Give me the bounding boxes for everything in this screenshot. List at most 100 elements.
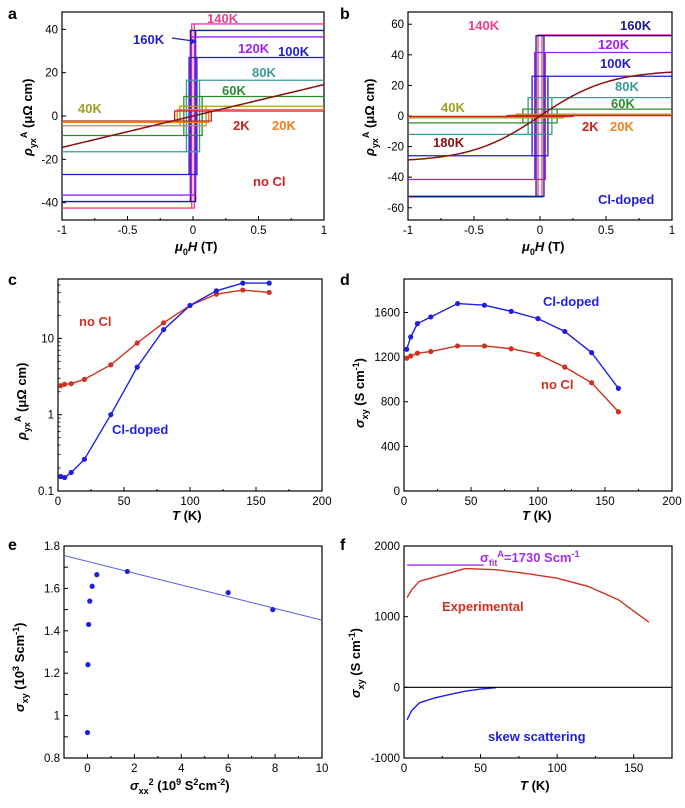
loop-b-160K [408,35,672,197]
annotation-a-5: 60K [222,83,246,98]
point-d-0-1 [408,334,414,340]
y-axis-label-e: σxy (103 Scm-1) [11,622,30,712]
point-e-7 [225,590,231,596]
point-c-1-5 [134,364,140,370]
x-tick-label-a-3: 0.5 [251,225,267,237]
x-tick-label-d-1: 50 [465,496,478,508]
annotation-a-0: 140K [207,11,239,26]
panel-a-hysteresis-no-cl: -1 -0.5 0 0.5 1 -40 -20 0 20 40 140K 160K 120K 100K80… [19,11,327,257]
arrow-line-160k [171,37,194,42]
x-axis-label-c: T (K) [172,508,202,523]
x-tick-label-c-3: 150 [246,496,265,508]
x-tick-label-d-3: 150 [595,496,614,508]
point-e-8 [270,607,276,613]
x-tick-label-c-1: 50 [118,496,131,508]
point-c-1-2 [68,469,74,476]
series-line-d-1 [406,345,619,413]
point-c-0-10 [266,289,272,296]
point-c-0-4 [108,362,114,368]
y-tick-label-e-6: 1.4 [44,626,61,638]
annotation-c-0: no Cl [79,314,112,329]
point-d-0-3 [428,314,434,320]
point-c-1-6 [161,327,167,333]
point-e-5 [94,572,100,578]
point-e-4 [89,583,95,589]
point-d-1-9 [589,380,595,386]
point-d-1-7 [535,351,541,357]
y-tick-label-e-2: 1 [54,711,60,723]
x-tick-label-e-2: 4 [178,763,185,775]
point-d-0-6 [508,308,514,314]
curve-a [62,83,324,149]
x-tick-label-b-4: 1 [669,225,675,237]
panel-label-e: e [8,537,17,554]
point-e-3 [87,598,93,604]
y-tick-label-c-0: 0.1 [38,486,54,498]
y-axis-label-b: ρyxA (μΩ cm) [361,79,380,157]
y-tick-label-b-1: -40 [387,172,404,184]
annotation-b-4: 80K [615,79,639,94]
panel-b-hysteresis-cl-doped: -1 -0.5 0 0.5 1 -60 -40 -20 0 20 40 60 140K 160K 120K 1… [361,11,675,257]
point-c-1-10 [266,280,272,286]
y-tick-label-e-8: 1.6 [44,583,60,595]
x-tick-label-c-4: 200 [312,496,331,508]
y-tick-label-d-4: 1600 [374,307,400,319]
x-tick-label-a-2: 0 [190,225,196,237]
curve-b [408,71,672,161]
annotation-a-9: no Cl [253,174,286,189]
x-tick-label-b-3: 0.5 [598,225,614,237]
y-tick-label-b-3: 0 [398,111,404,123]
x-tick-label-b-2: 0 [537,225,543,237]
y-tick-label-d-0: 0 [394,486,400,498]
plot-frame-f [403,545,673,759]
x-tick-label-c-2: 100 [180,496,199,508]
annotation-b-5: 60K [611,96,635,111]
panel-c-rho-vs-temperature: 0 50 100 150 200 0.1 1 10 no Cl Cl-doped T (K) ρyxA… [13,278,332,523]
annotation-a-8: 20K [272,118,296,133]
y-tick-label-c-1: 1 [48,410,54,422]
x-tick-label-e-1: 2 [131,763,137,775]
annotation-a-2: 120K [238,41,270,56]
point-c-1-0 [58,473,64,480]
loop-b-120K [408,51,672,181]
x-tick-label-f-2: 100 [548,763,567,775]
x-tick-label-f-1: 50 [474,763,487,775]
annotation-f-2: skew scattering [488,729,586,744]
point-d-1-1 [408,353,414,359]
x-tick-label-f-0: 0 [401,763,407,775]
series-line-f-0 [406,567,650,623]
x-tick-label-f-3: 150 [624,763,643,775]
point-c-1-3 [81,456,87,462]
point-d-1-6 [508,346,514,352]
loop-b-140K [408,34,672,198]
point-c-0-1 [62,381,68,387]
annotation-b-3: 100K [600,56,632,71]
loop-b-2K [408,114,672,118]
panel-label-a: a [8,6,17,23]
point-c-1-4 [108,412,114,418]
annotation-b-9: 20K [610,119,634,134]
y-tick-label-a-2: 0 [52,111,58,123]
point-d-1-8 [562,364,568,370]
loop-b-60K [408,108,672,124]
annotation-d-0: Cl-doped [543,294,599,309]
annotation-b-8: 2K [582,119,599,134]
annotation-d-1: no Cl [541,377,574,392]
series-line-f-1 [406,686,496,721]
y-axis-label-c: ρyxA (μΩ cm) [13,363,32,441]
series-line-c-0 [60,289,270,387]
point-d-1-4 [455,343,461,349]
y-tick-label-e-10: 1.8 [44,541,60,553]
annotation-f-1: Experimental [442,599,524,614]
point-c-0-9 [240,287,246,293]
point-c-0-6 [161,320,167,326]
y-tick-label-c-2: 10 [41,333,54,345]
loop-a-100K [62,56,324,176]
point-d-0-5 [481,302,487,308]
point-d-0-4 [455,300,461,307]
point-c-0-5 [134,340,140,346]
annotation-b-6: 40K [441,100,465,115]
y-tick-label-e-0: 0.8 [44,753,60,765]
